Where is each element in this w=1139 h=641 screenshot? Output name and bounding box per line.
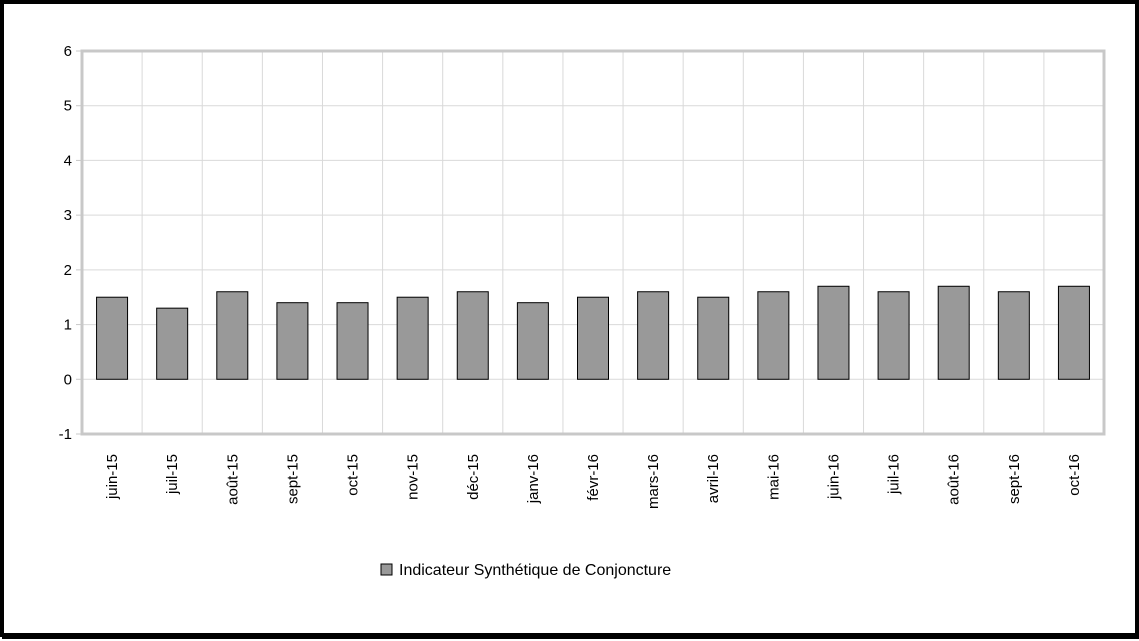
x-tick-label: oct-16 (1066, 454, 1083, 496)
bar (456, 291, 489, 380)
x-tick-label: juin-15 (104, 454, 121, 500)
bar (577, 296, 609, 380)
bar (697, 296, 730, 380)
legend-swatch (380, 563, 393, 576)
y-tick-label: 6 (64, 43, 72, 60)
y-tick-label: 1 (64, 317, 72, 334)
y-tick-label: 5 (64, 98, 72, 115)
x-tick-label: oct-15 (345, 454, 362, 496)
bar (336, 302, 369, 380)
y-tick-label: 3 (64, 207, 72, 224)
x-tick-label: juil-16 (886, 454, 903, 495)
bar (96, 296, 129, 380)
y-tick-label: 0 (64, 371, 72, 388)
x-tick-label: août-16 (946, 454, 963, 505)
bar (877, 291, 910, 380)
x-tick-label: août-15 (224, 454, 241, 505)
bar (817, 285, 850, 380)
bars (96, 285, 1090, 380)
plot-area-border (80, 49, 1106, 436)
bar (216, 291, 249, 380)
bar (516, 302, 549, 380)
x-tick-label: avril-16 (705, 454, 722, 503)
legend: Indicateur Synthétique de Conjoncture (380, 562, 671, 579)
bar-chart: -1 0 1 2 3 4 5 6 juin-15 juil-15 août-15 sept-15 oc… (59, 43, 1106, 579)
bar (997, 291, 1030, 380)
bar (276, 302, 309, 380)
bar (937, 285, 970, 380)
bar (396, 296, 429, 380)
x-tick-label: déc-15 (465, 454, 482, 500)
y-axis-tick-labels: -1 0 1 2 3 4 5 6 (59, 43, 72, 443)
bar (637, 291, 670, 380)
x-tick-label: juil-15 (164, 454, 181, 495)
x-axis-tick-labels: juin-15 juil-15 août-15 sept-15 oct-15 nov-15… (104, 454, 1083, 509)
legend-label: Indicateur Synthétique de Conjoncture (399, 562, 671, 579)
x-tick-label: nov-15 (405, 454, 422, 500)
x-tick-label: sept-15 (284, 454, 301, 504)
y-tick-label: 2 (64, 262, 72, 279)
bar (1057, 285, 1090, 380)
x-tick-label: févr-16 (585, 454, 602, 501)
bar (156, 307, 189, 380)
y-tick-label: 4 (64, 152, 72, 169)
y-tick-label: -1 (59, 426, 72, 443)
x-tick-label: janv-16 (525, 454, 542, 504)
bar (757, 291, 790, 380)
x-tick-label: sept-16 (1006, 454, 1023, 504)
x-tick-label: mai-16 (765, 454, 782, 500)
x-tick-label: mars-16 (645, 454, 662, 509)
x-tick-label: juin-16 (825, 454, 842, 500)
